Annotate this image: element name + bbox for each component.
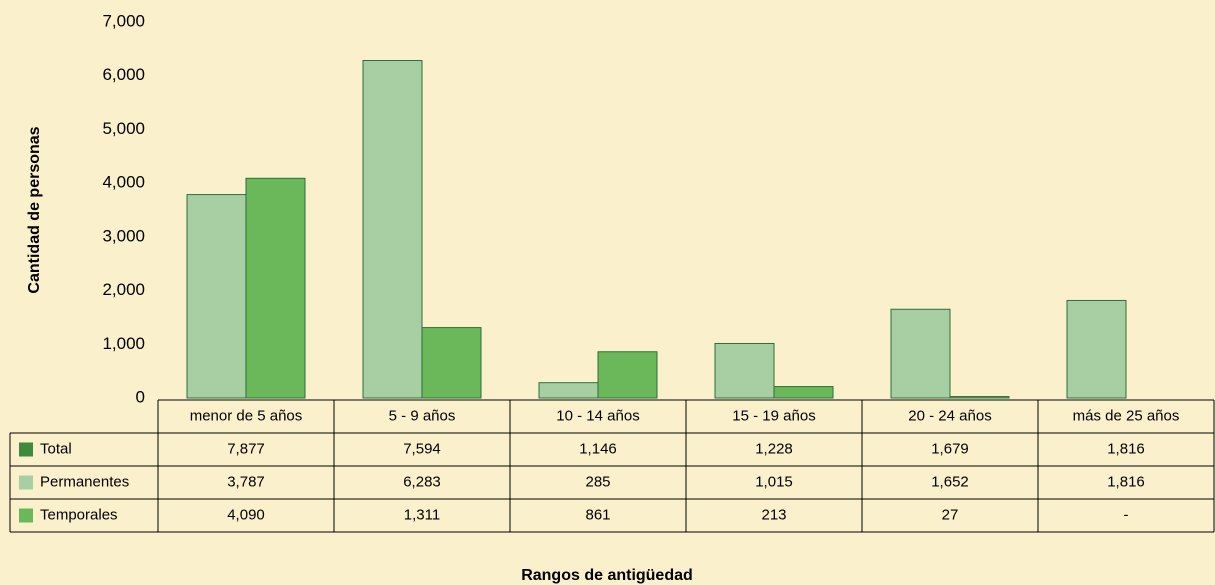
table-cell: 285 [585, 473, 610, 490]
legend-label: Permanentes [40, 473, 129, 490]
x-tick-label: más de 25 años [1073, 407, 1180, 424]
table-cell: 4,090 [227, 506, 265, 523]
y-tick-label: 3,000 [102, 226, 145, 245]
table-cell: 213 [761, 506, 786, 523]
y-tick-label: 1,000 [102, 334, 145, 353]
legend-swatch [19, 475, 33, 490]
x-axis-title: Rangos de antigüedad [521, 567, 693, 584]
x-tick-label: 15 - 19 años [732, 407, 815, 424]
table-cell: 861 [585, 506, 610, 523]
legend-label: Temporales [40, 506, 118, 523]
y-tick-label: 7,000 [102, 11, 145, 30]
table-cell: 1,228 [755, 440, 793, 457]
legend-swatch [19, 508, 33, 523]
y-tick-label: 0 [136, 387, 145, 406]
y-tick-label: 2,000 [102, 280, 145, 299]
bar [890, 308, 951, 399]
table-cell: 6,283 [403, 473, 441, 490]
table-cell: 1,816 [1107, 473, 1145, 490]
table-cell: 1,311 [404, 506, 440, 523]
bar [538, 382, 599, 399]
table-cell: 7,877 [227, 440, 265, 457]
x-tick-label: menor de 5 años [190, 407, 303, 424]
bar [597, 351, 658, 399]
table-cell: 1,816 [1107, 440, 1145, 457]
bar [773, 386, 834, 399]
table-cell: - [1124, 506, 1129, 523]
bar [714, 342, 775, 399]
bar [186, 194, 247, 399]
legend-label: Total [40, 440, 72, 457]
bar [1066, 299, 1127, 399]
y-tick-label: 6,000 [102, 65, 145, 84]
bar [421, 327, 482, 399]
bar [362, 60, 423, 399]
y-tick-label: 5,000 [102, 119, 145, 138]
table-cell: 3,787 [227, 473, 265, 490]
table-cell: 27 [942, 506, 959, 523]
table-cell: 7,594 [403, 440, 441, 457]
table-cell: 1,679 [931, 440, 969, 457]
x-tick-label: 10 - 14 años [556, 407, 639, 424]
bar [245, 177, 306, 399]
table-cell: 1,015 [755, 473, 793, 490]
bar [949, 396, 1010, 399]
x-tick-label: 5 - 9 años [389, 407, 456, 424]
x-tick-label: 20 - 24 años [908, 407, 991, 424]
y-tick-label: 4,000 [102, 173, 145, 192]
y-axis-title: Cantidad de personas [26, 126, 43, 293]
legend-swatch [19, 442, 33, 457]
table-cell: 1,652 [931, 473, 969, 490]
table-cell: 1,146 [579, 440, 617, 457]
